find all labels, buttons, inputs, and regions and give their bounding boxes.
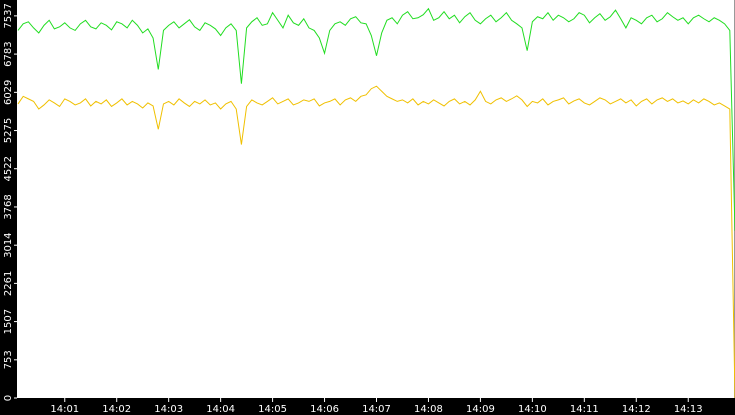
x-axis-strip [0, 398, 735, 415]
y-tick-label: 5275 [3, 118, 14, 143]
x-tick-label: 14:06 [310, 404, 339, 415]
y-tick-label: 2261 [3, 271, 14, 296]
x-tick-label: 14:08 [414, 404, 443, 415]
x-tick-label: 14:05 [258, 404, 287, 415]
x-tick-label: 14:04 [206, 404, 235, 415]
x-tick-label: 14:01 [50, 404, 79, 415]
x-tick-label: 14:13 [674, 404, 703, 415]
y-tick-label: 753 [3, 350, 14, 369]
series-line [17, 7, 735, 231]
x-tick-label: 14:12 [622, 404, 651, 415]
x-tick-label: 14:11 [570, 404, 599, 415]
series-line [17, 85, 735, 399]
x-tick-label: 14:02 [102, 404, 131, 415]
x-tick-label: 14:10 [518, 404, 547, 415]
y-tick-label: 3768 [3, 194, 14, 219]
y-tick-label: 3014 [3, 232, 14, 257]
y-tick-label: 4522 [3, 156, 14, 181]
y-tick-label: 7537 [3, 3, 14, 28]
x-tick-label: 14:07 [362, 404, 391, 415]
y-tick-label: 6029 [3, 80, 14, 105]
y-tick-label: 1507 [3, 309, 14, 334]
x-tick-label: 14:03 [154, 404, 183, 415]
y-tick-label: 6783 [3, 41, 14, 66]
x-tick-label: 14:09 [466, 404, 495, 415]
y-axis-strip [0, 0, 17, 415]
y-tick-label: 0 [3, 395, 14, 401]
